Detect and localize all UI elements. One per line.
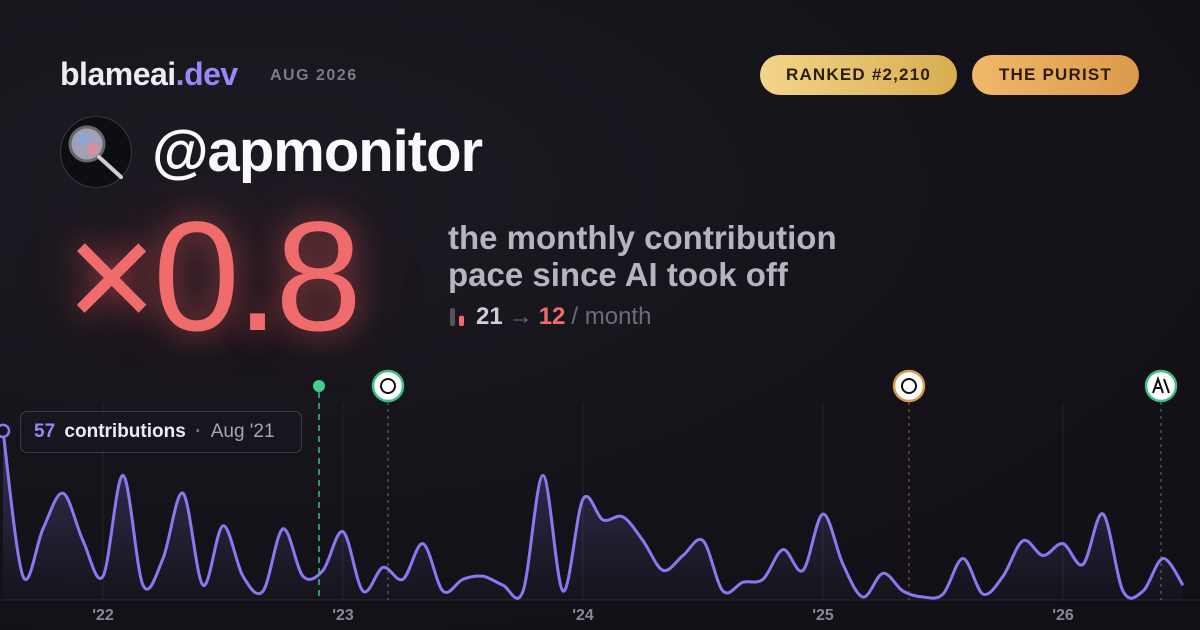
avatar-icon (68, 125, 123, 179)
event-glyph (380, 378, 396, 394)
brand-suffix: .dev (175, 56, 239, 92)
x-tick-label: '24 (572, 607, 594, 624)
line (1, 430, 1185, 600)
highlight-point (0, 423, 11, 439)
description: the monthly contribution (448, 219, 837, 256)
pace: 21 → 12/ month (448, 303, 657, 331)
description: pace since AI took off (448, 256, 788, 293)
x-tick-label: '22 (92, 607, 114, 624)
event-icon (371, 369, 405, 403)
event-dot (313, 380, 325, 392)
handle: @apmonitor (152, 119, 483, 184)
tooltip-label: contributions (64, 421, 186, 442)
before-value: 21 (476, 303, 503, 330)
after-value: 12 (538, 303, 566, 330)
after-bar (459, 315, 464, 326)
mini-bars (450, 308, 464, 326)
separator: · (195, 421, 202, 442)
x-tick-label: '23 (332, 607, 354, 624)
tooltip-value: 57 (34, 421, 56, 442)
rank-badge: RANKED #2,210 (760, 55, 957, 95)
event-glyph (901, 378, 917, 394)
avatar (60, 116, 132, 188)
tooltip-date: Aug '21 (210, 421, 275, 442)
area (3, 430, 1183, 600)
arrow: → (508, 303, 533, 330)
tag-badge: THE PURIST (972, 55, 1139, 95)
tooltip: 57 contributions · Aug '21 (20, 411, 302, 453)
x-tick-label: '26 (1052, 607, 1074, 624)
event-icon (892, 369, 926, 403)
event-glyph (1152, 376, 1170, 394)
brand-name: blameai (60, 56, 176, 92)
brand: blameai.dev (60, 56, 238, 93)
events (313, 369, 1178, 600)
multiplier: ×0.8 (66, 190, 362, 364)
before-bar (450, 308, 455, 326)
date: AUG 2026 (270, 67, 358, 84)
x-tick-label: '25 (812, 607, 834, 624)
unit: / month (571, 303, 652, 330)
